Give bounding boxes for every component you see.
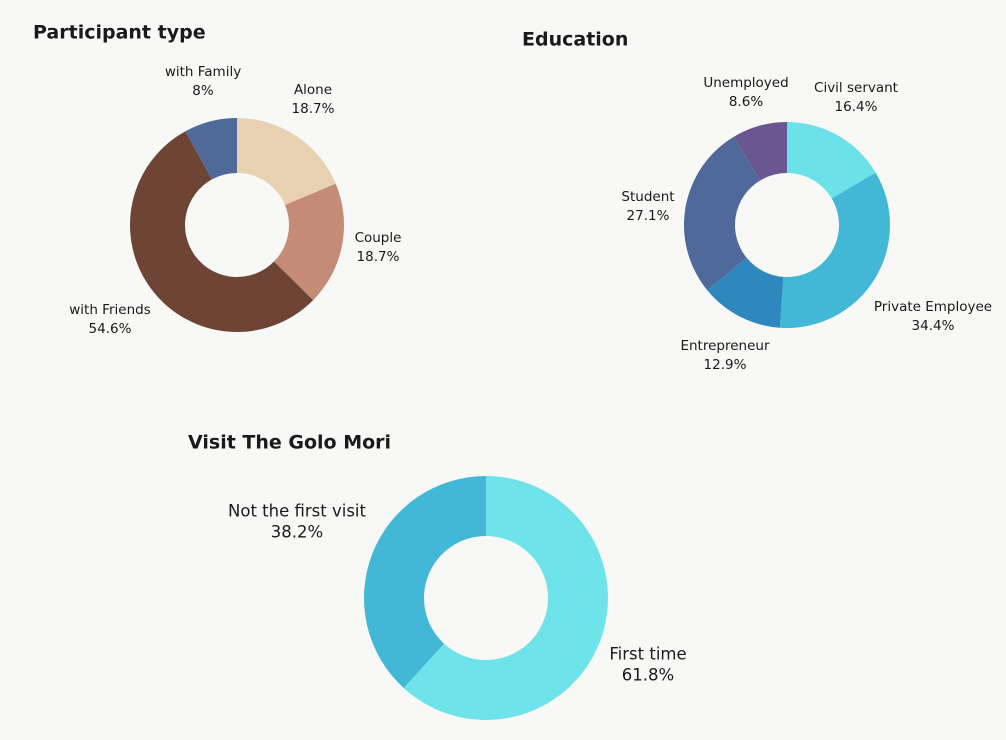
slice-value-label: 61.8%	[622, 666, 674, 685]
donut-slice	[185, 118, 237, 180]
slice-value-label: 12.9%	[704, 357, 747, 373]
donut-slice	[707, 257, 784, 328]
slice-label: First time	[609, 645, 686, 664]
slice-value-label: 18.7%	[292, 101, 335, 117]
donut-slice	[129, 131, 314, 333]
slice-value-label: 18.7%	[357, 249, 400, 265]
chart-title: Education	[522, 29, 628, 51]
slice-value-label: 38.2%	[271, 523, 323, 542]
donut-slice	[273, 183, 344, 301]
slice-label: with Family	[165, 64, 241, 80]
slice-value-label: 54.6%	[89, 321, 132, 337]
donut-slice	[787, 122, 876, 199]
slice-label: Not the first visit	[228, 502, 366, 521]
slice-label: Private Employee	[874, 299, 992, 315]
chart-title: Visit The Golo Mori	[188, 432, 391, 454]
slice-value-label: 8%	[192, 83, 214, 99]
slice-value-label: 8.6%	[729, 94, 763, 110]
slice-label: Civil servant	[814, 80, 898, 96]
slice-label: Couple	[355, 230, 402, 246]
donut-slice	[779, 172, 891, 328]
slice-label: Unemployed	[703, 75, 788, 91]
donut-slice	[237, 118, 336, 205]
slice-value-label: 16.4%	[835, 99, 878, 115]
chart-title: Participant type	[33, 22, 206, 44]
slice-label: Alone	[294, 82, 332, 98]
donut-slice	[363, 475, 486, 688]
slice-value-label: 34.4%	[912, 318, 955, 334]
slice-label: Entrepreneur	[680, 338, 769, 354]
donut-slice	[403, 476, 608, 720]
slice-value-label: 27.1%	[627, 208, 670, 224]
donut-slice	[684, 136, 761, 291]
slice-label: with Friends	[69, 302, 150, 318]
donut-slice	[733, 122, 787, 181]
slice-label: Student	[621, 189, 674, 205]
